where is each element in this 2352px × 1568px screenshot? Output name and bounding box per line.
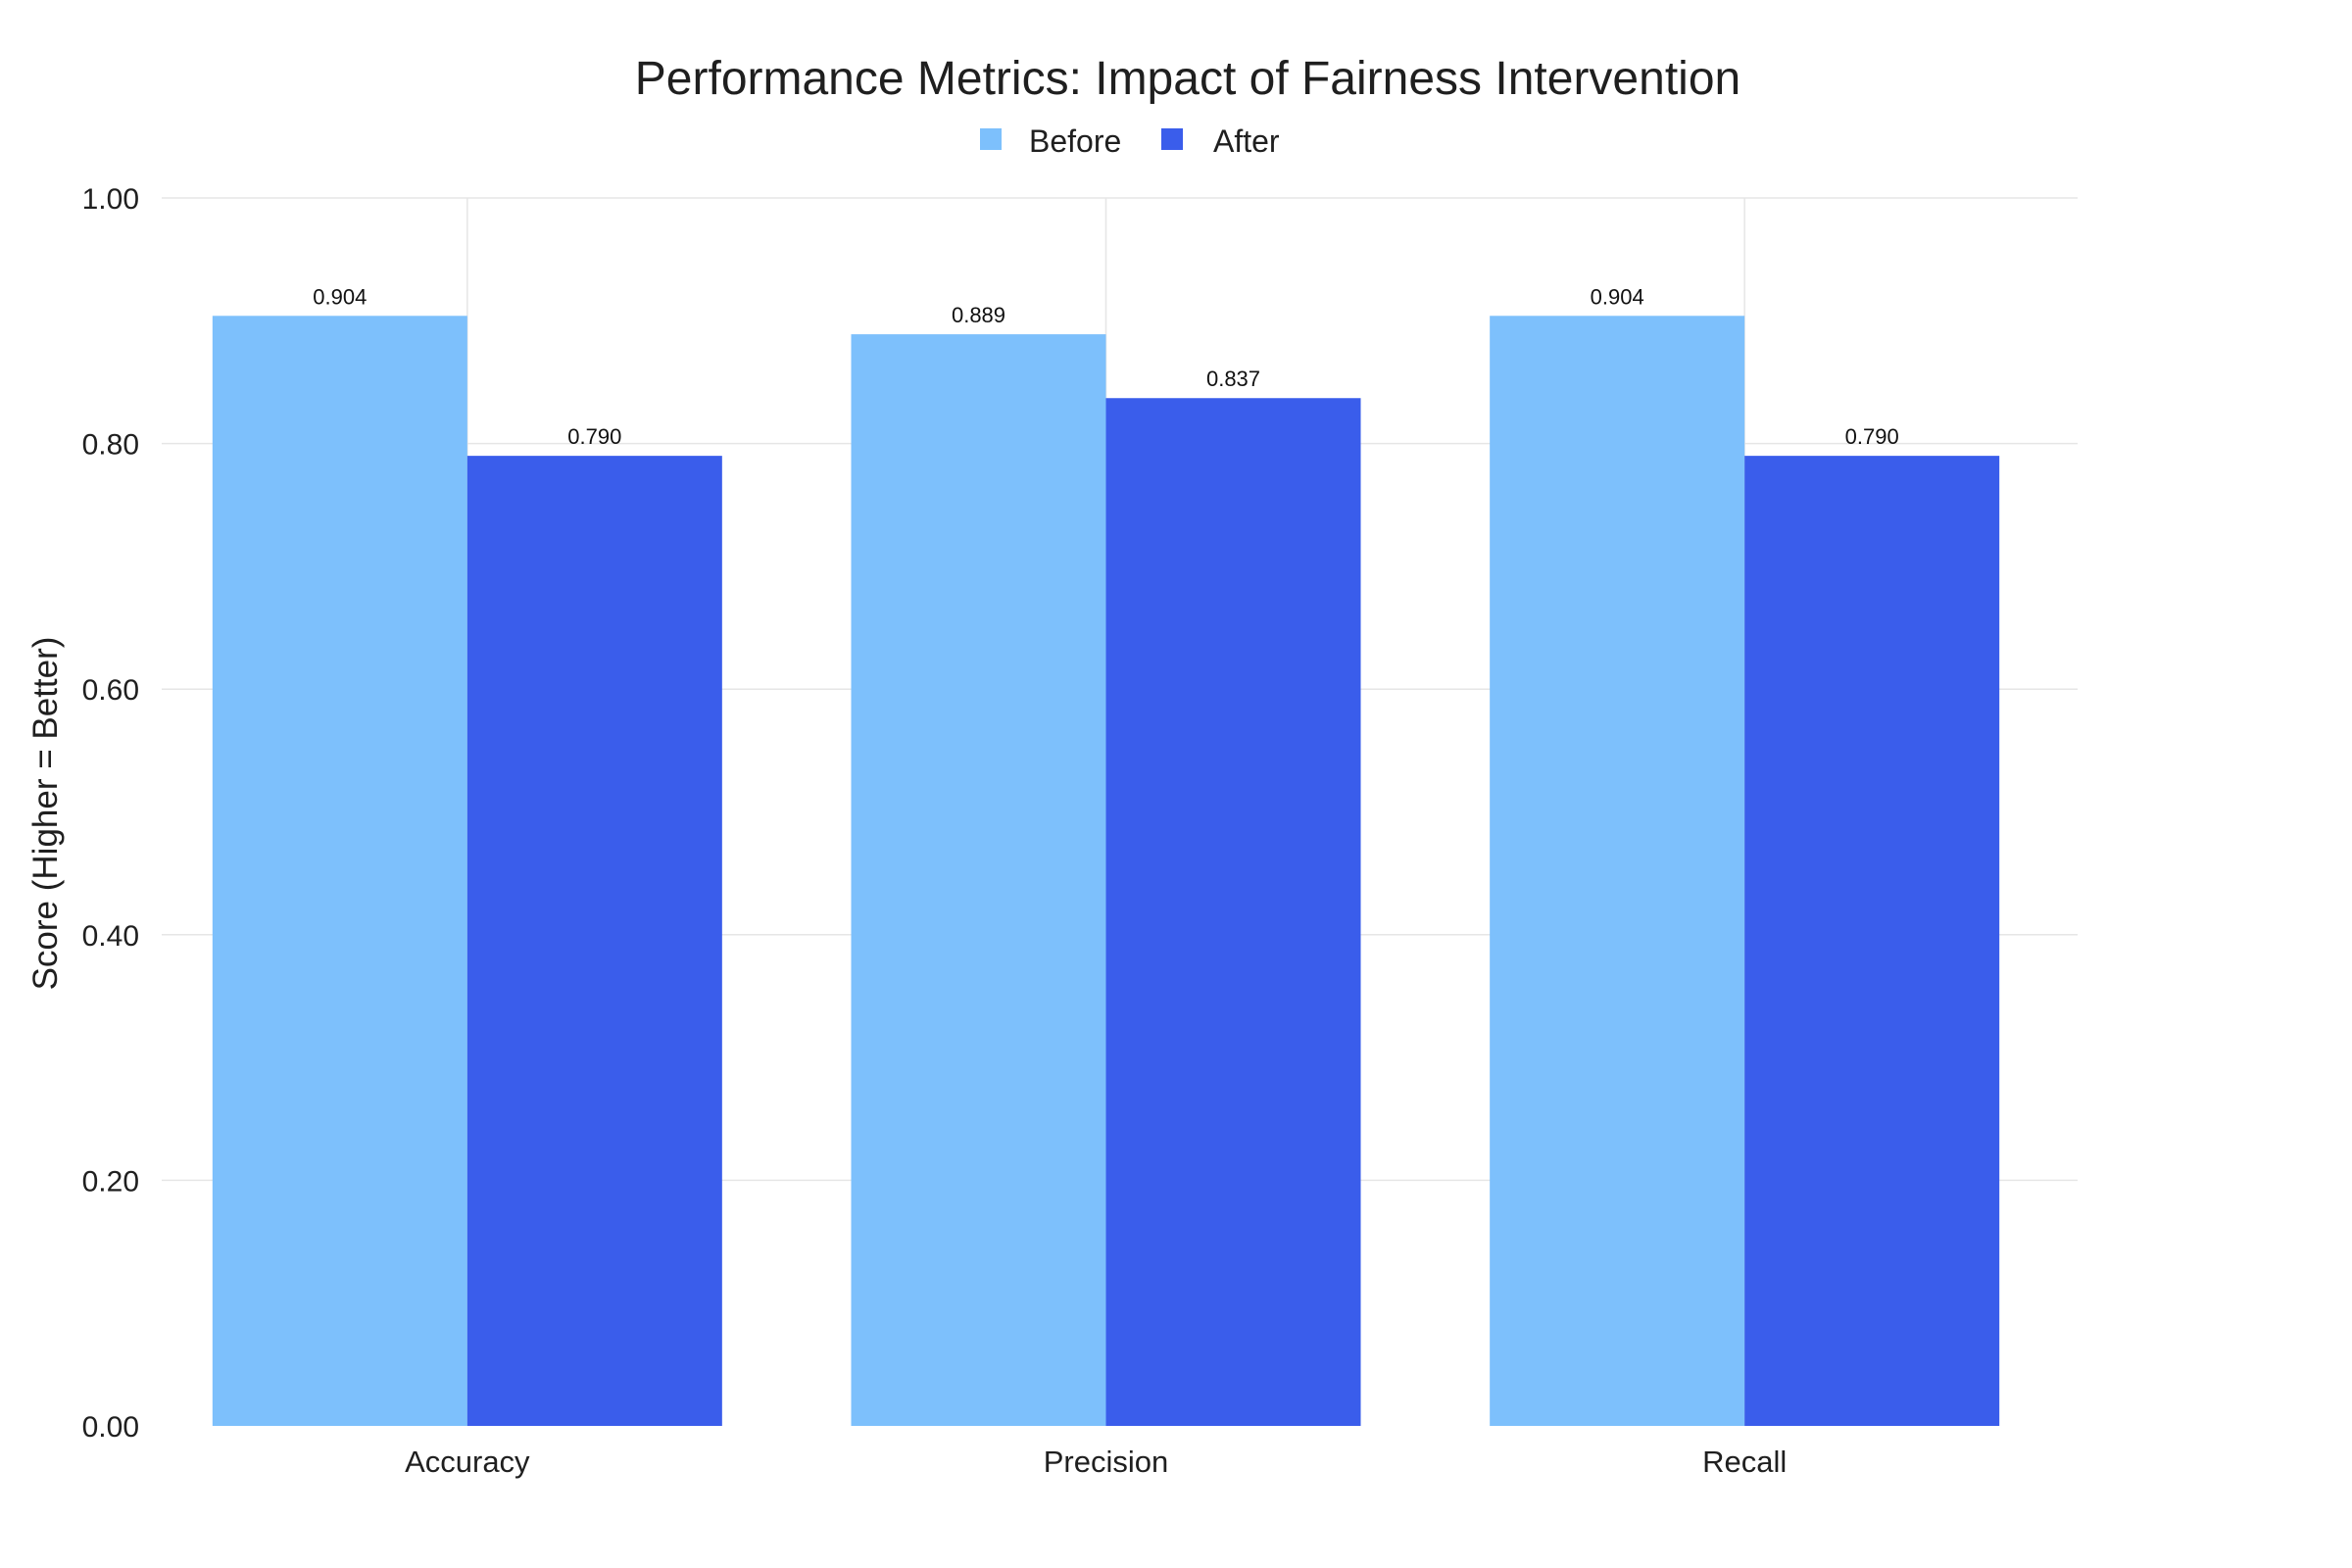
legend-label-before: Before <box>1029 123 1121 159</box>
bar-after-precision <box>1105 398 1361 1426</box>
y-tick-label: 1.00 <box>82 183 139 216</box>
bar-before-accuracy <box>212 316 467 1427</box>
y-tick-label: 0.20 <box>82 1165 139 1198</box>
data-label: 0.790 <box>567 424 621 449</box>
y-axis-label: Score (Higher = Better) <box>26 637 65 991</box>
legend-swatch-after <box>1161 128 1183 150</box>
y-tick-label: 0.40 <box>82 920 139 953</box>
data-label: 0.904 <box>1591 284 1644 309</box>
x-tick-label-accuracy: Accuracy <box>405 1445 530 1479</box>
x-tick-label-precision: Precision <box>1044 1445 1169 1479</box>
bar-before-precision <box>851 334 1106 1426</box>
bar-after-accuracy <box>466 456 722 1426</box>
bar-after-recall <box>1744 456 2000 1426</box>
x-tick-label-recall: Recall <box>1702 1445 1787 1479</box>
label-layer: 0.00 0.20 0.40 0.60 0.80 1.00 0.904 0.790 Accura… <box>82 183 1899 1479</box>
y-tick-label: 0.80 <box>82 429 139 462</box>
chart-title: Performance Metrics: Impact of Fairness … <box>635 53 1740 105</box>
data-label: 0.889 <box>952 303 1005 327</box>
data-label: 0.790 <box>1845 424 1899 449</box>
bar-layer <box>212 316 2000 1427</box>
bar-before-recall <box>1490 316 1745 1427</box>
legend-label-after: After <box>1213 123 1280 159</box>
legend-swatch-before <box>980 128 1002 150</box>
data-label: 0.837 <box>1206 367 1260 391</box>
legend: Before After <box>980 123 1280 159</box>
data-label: 0.904 <box>313 284 367 309</box>
y-tick-label: 0.00 <box>82 1411 139 1444</box>
y-tick-label: 0.60 <box>82 674 139 707</box>
